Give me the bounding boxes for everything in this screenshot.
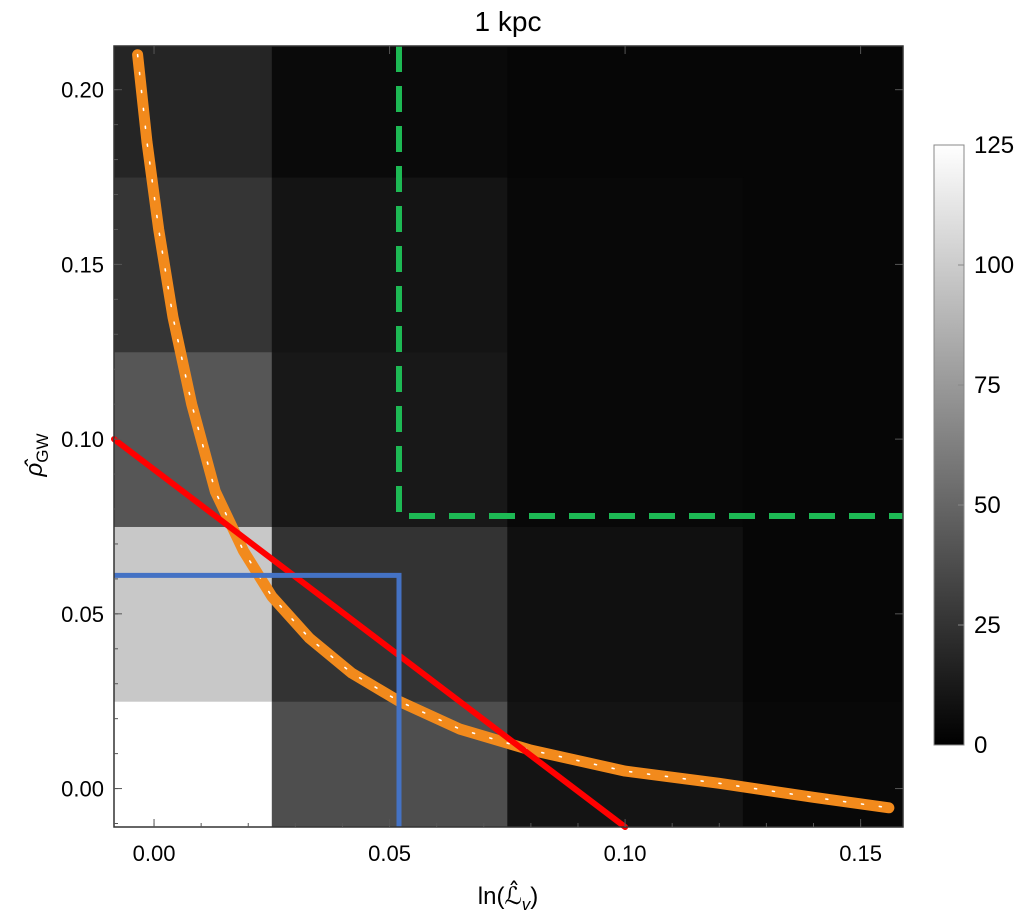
y-axis-ticks: 0.00 0.05 0.10 0.15 0.20 [61, 78, 903, 825]
y-tick-label: 0.10 [61, 427, 104, 452]
colorbar-tick-label: 25 [974, 612, 1001, 639]
colorbar-tick-label: 100 [974, 252, 1014, 279]
x-tick-label: 0.15 [839, 841, 882, 866]
heatmap-cell [114, 701, 273, 828]
y-tick-label: 0.15 [61, 252, 104, 277]
heatmap-cell [271, 46, 508, 178]
heatmap-cell [114, 177, 273, 353]
y-tick-label: 0.00 [61, 777, 104, 802]
colorbar [933, 144, 965, 746]
blue-threshold-lines [114, 572, 402, 827]
heatmap-cell [271, 526, 508, 702]
heatmap-cell [271, 177, 508, 353]
colorbar-tick-label: 50 [974, 492, 1001, 519]
x-tick-label: 0.10 [604, 841, 647, 866]
heatmap-cell [271, 701, 508, 828]
red-line [111, 436, 629, 830]
heatmap-cell [507, 46, 744, 178]
y-axis-label: ρ̂GW [21, 433, 52, 477]
heatmap-cell [507, 526, 744, 702]
heatmap-cell [742, 526, 904, 702]
colorbar-tick-label: 75 [974, 372, 1001, 399]
colorbar-tick-label: 0 [974, 732, 987, 759]
heatmap-cell [742, 177, 904, 353]
heatmap-cell [742, 46, 904, 178]
plot-frame [113, 45, 904, 828]
green-dashed-threshold-lines [396, 46, 903, 519]
y-tick-label: 0.20 [61, 78, 104, 103]
chart-title: 1 kpc [475, 6, 542, 37]
heatmap-cell [507, 177, 744, 353]
x-axis-label: ln(ℒ̂v) [478, 881, 538, 914]
overlay-lines [111, 46, 903, 830]
colorbar-ticks: 0 25 50 75 100 125 [958, 132, 1014, 759]
orange-curve-dashes [136, 53, 890, 809]
x-axis-ticks: 0.00 0.05 0.10 0.15 [133, 46, 882, 866]
heatmap-cells [114, 46, 904, 828]
y-tick-label: 0.05 [61, 602, 104, 627]
heatmap-cell [742, 351, 904, 527]
heatmap-cell [271, 351, 508, 527]
x-tick-label: 0.05 [368, 841, 411, 866]
heatmap-cell [507, 351, 744, 527]
colorbar-tick-label: 125 [974, 132, 1014, 159]
x-tick-label: 0.00 [133, 841, 176, 866]
